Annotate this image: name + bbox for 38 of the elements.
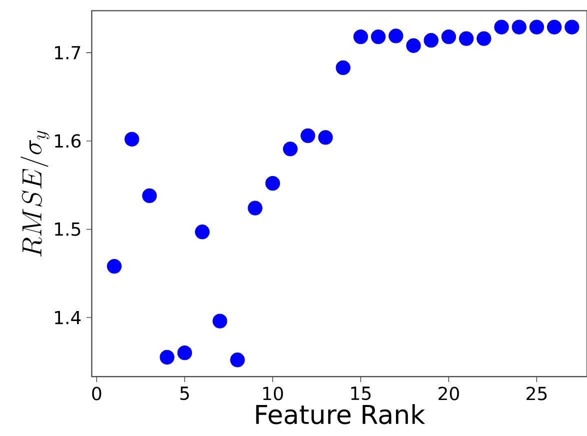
point (177, 345, 192, 360)
point (106, 258, 122, 274)
point (248, 200, 262, 216)
point (124, 132, 140, 147)
point (160, 350, 174, 365)
point (318, 130, 333, 145)
point (282, 142, 298, 156)
point (370, 29, 386, 44)
x-axis-title: Feature Rank (256, 404, 426, 424)
point (406, 38, 421, 53)
y-tick-label: 1.6 (55, 134, 81, 148)
point (336, 60, 350, 76)
point (424, 32, 438, 48)
point (512, 20, 526, 34)
x-tick-label: 15 (351, 386, 371, 400)
point (458, 31, 474, 46)
y-tick-label: 1.5 (55, 222, 80, 236)
x-tick-label: 25 (526, 386, 547, 400)
point (546, 20, 562, 34)
point (230, 352, 245, 368)
point (529, 20, 544, 34)
x-tick-label: 20 (438, 386, 459, 400)
y-tick-label: 1.7 (55, 46, 80, 60)
x-tick-label: 5 (180, 386, 189, 400)
point (388, 28, 404, 44)
point (265, 176, 280, 191)
point (353, 29, 368, 44)
x-tick-label: 10 (263, 386, 283, 400)
point (441, 29, 456, 44)
point (494, 20, 509, 34)
point (300, 128, 316, 143)
point (194, 224, 210, 240)
point (476, 31, 492, 46)
y-tick-label: 1.4 (55, 310, 81, 324)
point (142, 188, 157, 204)
point (212, 314, 228, 328)
y-axis-title: $RMSE/\sigma_y$ (20, 130, 50, 257)
x-tick-label: 0 (92, 386, 102, 400)
